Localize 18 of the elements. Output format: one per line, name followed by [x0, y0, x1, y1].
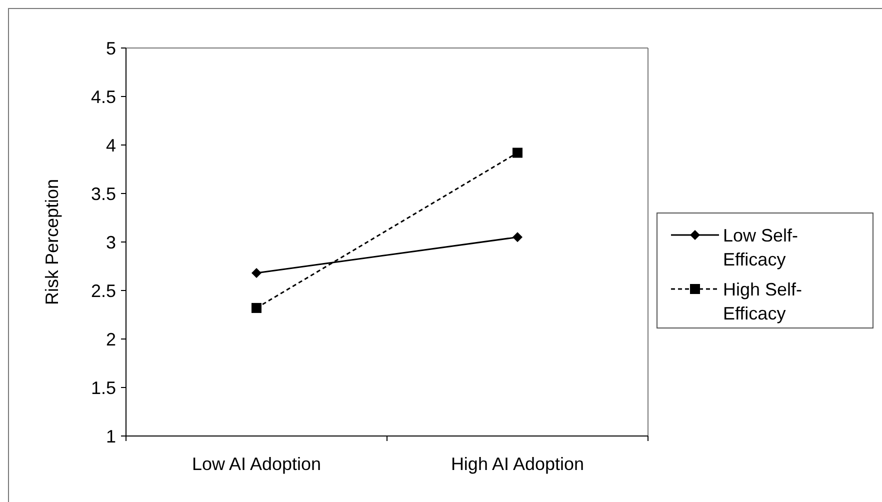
point: [512, 232, 522, 242]
legend-label: High Self-Efficacy: [723, 279, 802, 324]
y-tick-label: 4: [106, 135, 116, 156]
x-tick-label: High AI Adoption: [450, 454, 584, 474]
point: [252, 302, 262, 313]
y-tick-label: 2.5: [90, 280, 116, 301]
y-tick-label: 4.5: [90, 86, 116, 107]
y-axis-title: Risk Perception: [42, 178, 62, 306]
y-tick-label: 1.5: [90, 378, 116, 398]
y-tick-label: 5: [106, 38, 116, 58]
point: [512, 148, 522, 158]
point: [252, 268, 262, 278]
y-tick-label: 3.5: [90, 184, 116, 204]
legend-label: Low Self-Efficacy: [723, 225, 798, 270]
y-tick-label: 2: [106, 329, 116, 350]
x-tick-label: Low AI Adoption: [192, 454, 322, 474]
y-tick-label: 3: [106, 232, 116, 252]
y-tick-label: 1: [106, 426, 116, 446]
